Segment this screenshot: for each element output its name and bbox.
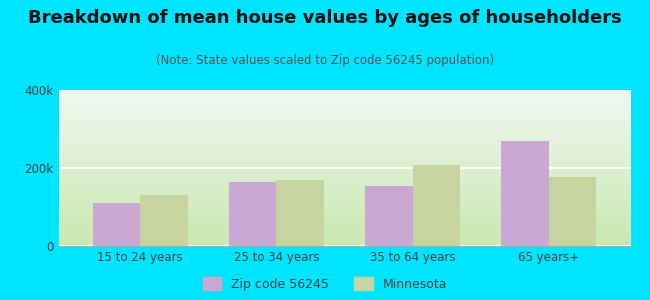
Legend: Zip code 56245, Minnesota: Zip code 56245, Minnesota — [203, 277, 447, 291]
Bar — [276, 181, 324, 246]
Text: Breakdown of mean house values by ages of householders: Breakdown of mean house values by ages o… — [28, 9, 622, 27]
Bar — [229, 182, 276, 246]
Bar — [413, 165, 460, 246]
Bar — [140, 195, 188, 246]
Bar — [92, 203, 140, 246]
Text: (Note: State values scaled to Zip code 56245 population): (Note: State values scaled to Zip code 5… — [156, 54, 494, 67]
Bar — [365, 185, 413, 246]
Bar — [549, 177, 597, 246]
Bar — [501, 142, 549, 246]
